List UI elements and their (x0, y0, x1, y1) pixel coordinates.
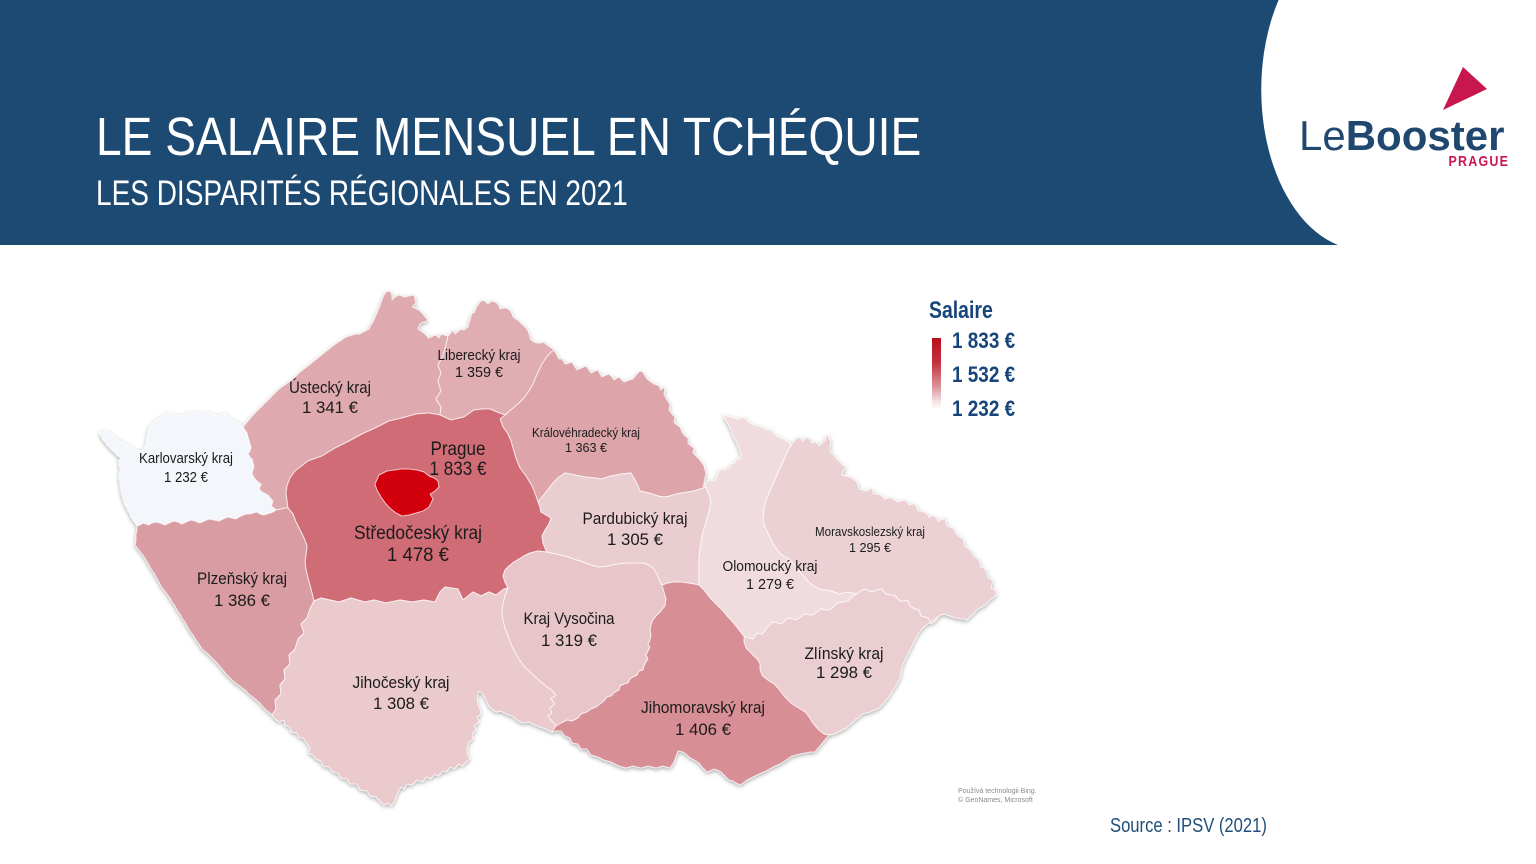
svg-text:Jihomoravský kraj: Jihomoravský kraj (641, 699, 765, 717)
svg-text:Prague: Prague (431, 439, 486, 460)
svg-text:Moravskoslezský kraj: Moravskoslezský kraj (815, 525, 925, 539)
svg-text:Karlovarský kraj: Karlovarský kraj (139, 451, 233, 467)
svg-text:1 319 €: 1 319 € (541, 632, 597, 650)
svg-text:1 478 €: 1 478 € (387, 545, 449, 566)
svg-text:Královéhradecký kraj: Královéhradecký kraj (532, 426, 640, 440)
svg-text:1 279 €: 1 279 € (746, 577, 794, 593)
svg-text:1 308 €: 1 308 € (373, 695, 429, 713)
svg-text:Ústecký kraj: Ústecký kraj (289, 378, 371, 397)
svg-text:Plzeňský kraj: Plzeňský kraj (197, 570, 287, 588)
svg-text:Olomoucký kraj: Olomoucký kraj (723, 559, 818, 575)
svg-text:Jihočeský kraj: Jihočeský kraj (353, 674, 450, 692)
svg-text:1 295 €: 1 295 € (849, 541, 891, 555)
svg-text:1 833 €: 1 833 € (430, 459, 487, 480)
svg-text:Středočeský kraj: Středočeský kraj (354, 523, 482, 544)
svg-text:Liberecký kraj: Liberecký kraj (438, 348, 521, 364)
svg-text:1 406 €: 1 406 € (675, 721, 731, 739)
svg-text:1 341 €: 1 341 € (302, 399, 358, 417)
svg-text:Kraj Vysočina: Kraj Vysočina (524, 610, 616, 628)
svg-text:1 386 €: 1 386 € (214, 592, 270, 610)
svg-text:1 232 €: 1 232 € (164, 470, 208, 486)
svg-text:1 363 €: 1 363 € (565, 441, 607, 455)
svg-text:Zlínský kraj: Zlínský kraj (805, 645, 884, 663)
svg-text:1 298 €: 1 298 € (816, 664, 872, 682)
svg-text:1 305 €: 1 305 € (607, 531, 663, 549)
svg-text:1 359 €: 1 359 € (455, 365, 503, 381)
svg-text:Pardubický kraj: Pardubický kraj (583, 510, 688, 528)
